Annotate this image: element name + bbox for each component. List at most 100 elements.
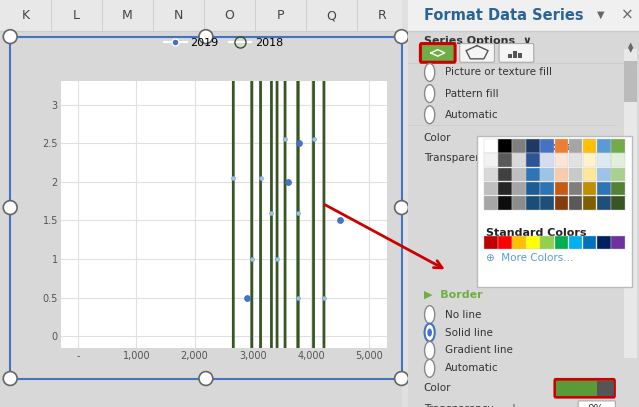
Bar: [611, 196, 625, 210]
Bar: [611, 168, 625, 181]
Text: Solid line: Solid line: [445, 328, 493, 337]
Bar: [597, 139, 610, 153]
FancyBboxPatch shape: [578, 401, 615, 407]
Text: 0%: 0%: [587, 404, 603, 407]
Point: [335, 217, 345, 224]
Bar: [512, 236, 526, 249]
Text: Format Data Series: Format Data Series: [424, 8, 583, 22]
Point: [294, 140, 304, 147]
Bar: [597, 153, 610, 167]
Bar: [541, 139, 554, 153]
Text: ▲: ▲: [627, 43, 633, 48]
Point: [319, 295, 329, 301]
Bar: [484, 196, 498, 210]
Bar: [512, 182, 526, 195]
Bar: [541, 168, 554, 181]
Point: [280, 136, 290, 142]
Circle shape: [199, 372, 213, 385]
Text: P: P: [277, 9, 284, 22]
Bar: [569, 168, 582, 181]
Text: K: K: [22, 9, 29, 22]
Circle shape: [3, 201, 17, 214]
Bar: [498, 153, 512, 167]
Text: ▼: ▼: [627, 48, 633, 53]
Bar: [518, 53, 522, 58]
Bar: [508, 54, 512, 58]
Bar: [484, 139, 498, 153]
Circle shape: [424, 85, 435, 103]
Bar: [569, 196, 582, 210]
Bar: [624, 49, 636, 358]
Bar: [513, 51, 517, 58]
Text: Transparency: Transparency: [424, 404, 493, 407]
Bar: [498, 182, 512, 195]
Bar: [556, 381, 597, 396]
Text: O: O: [224, 9, 235, 22]
Circle shape: [3, 372, 17, 385]
FancyBboxPatch shape: [499, 44, 534, 62]
Bar: [569, 153, 582, 167]
Point: [309, 136, 319, 142]
FancyBboxPatch shape: [477, 136, 632, 287]
Bar: [527, 182, 540, 195]
Text: N: N: [174, 9, 183, 22]
Bar: [408, 0, 639, 31]
Bar: [583, 168, 596, 181]
Bar: [555, 182, 568, 195]
Bar: [527, 168, 540, 181]
FancyBboxPatch shape: [459, 44, 495, 62]
Text: Automatic: Automatic: [445, 363, 498, 373]
Text: Automatic: Automatic: [445, 110, 498, 120]
Point: [293, 210, 303, 216]
Bar: [498, 168, 512, 181]
Bar: [498, 139, 512, 153]
Bar: [541, 196, 554, 210]
Bar: [498, 196, 512, 210]
Bar: [484, 168, 498, 181]
Point: [247, 256, 257, 263]
Point: [256, 175, 266, 181]
Bar: [512, 196, 526, 210]
Text: Transparency: Transparency: [424, 153, 493, 163]
Text: Q: Q: [327, 9, 336, 22]
Point: [228, 175, 238, 181]
Bar: [597, 182, 610, 195]
Circle shape: [3, 30, 17, 44]
Text: Picture or texture fill: Picture or texture fill: [445, 68, 551, 77]
Point: [282, 179, 293, 185]
Point: [266, 210, 277, 216]
Bar: [597, 236, 610, 249]
Bar: [498, 236, 512, 249]
Bar: [527, 153, 540, 167]
Text: ⊕  More Colors...: ⊕ More Colors...: [486, 253, 574, 263]
Bar: [624, 61, 636, 102]
Bar: [569, 139, 582, 153]
Circle shape: [424, 324, 435, 341]
Text: ×: ×: [620, 8, 633, 22]
Bar: [555, 139, 568, 153]
Text: No line: No line: [445, 310, 481, 319]
Bar: [555, 168, 568, 181]
Bar: [527, 196, 540, 210]
Bar: [583, 153, 596, 167]
Text: L: L: [73, 9, 80, 22]
Bar: [541, 153, 554, 167]
Circle shape: [395, 30, 408, 44]
Bar: [512, 139, 526, 153]
Bar: [527, 236, 540, 249]
Text: Standard Colors: Standard Colors: [486, 228, 587, 238]
Text: Color: Color: [424, 383, 451, 393]
Bar: [583, 236, 596, 249]
Text: Gradient line: Gradient line: [445, 346, 512, 355]
Text: R: R: [378, 9, 387, 22]
Text: Color: Color: [424, 133, 451, 143]
Bar: [611, 139, 625, 153]
Bar: [527, 139, 540, 153]
Text: ▼: ▼: [597, 10, 605, 20]
Bar: [555, 153, 568, 167]
Circle shape: [199, 30, 213, 44]
Bar: [597, 196, 610, 210]
Point: [272, 256, 282, 263]
Bar: [541, 182, 554, 195]
Bar: [597, 168, 610, 181]
